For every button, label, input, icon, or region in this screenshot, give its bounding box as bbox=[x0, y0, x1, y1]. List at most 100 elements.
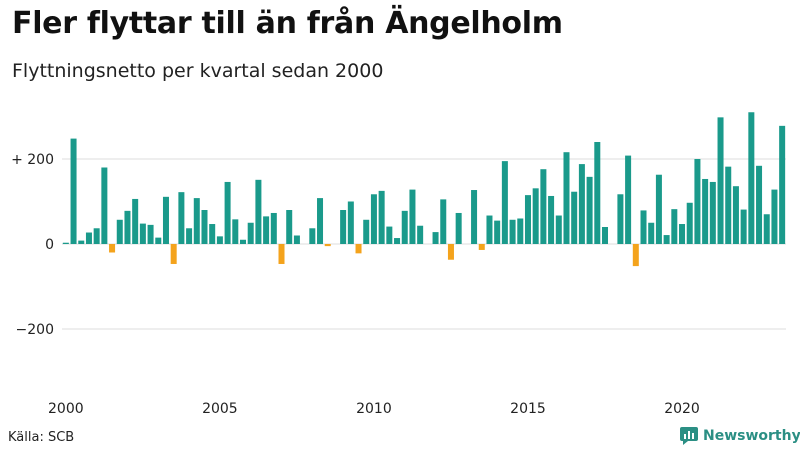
bar bbox=[709, 181, 716, 244]
bar bbox=[85, 232, 92, 244]
source-note: Källa: SCB bbox=[8, 430, 75, 445]
x-axis-tick-labels: 2000 2005 2010 2015 2020 bbox=[48, 401, 700, 417]
bar bbox=[632, 244, 639, 267]
bar bbox=[532, 188, 539, 244]
bar bbox=[401, 210, 408, 244]
bar bbox=[317, 198, 324, 244]
bar bbox=[594, 142, 601, 244]
bar bbox=[586, 176, 593, 244]
x-tick-label: 2015 bbox=[510, 401, 546, 417]
bar bbox=[178, 192, 185, 244]
bar bbox=[655, 174, 662, 244]
bar bbox=[386, 226, 393, 244]
bar bbox=[571, 191, 578, 244]
x-tick-label: 2005 bbox=[202, 401, 238, 417]
bar bbox=[417, 225, 424, 244]
bar bbox=[124, 210, 131, 244]
bar bbox=[640, 210, 647, 244]
bar bbox=[702, 178, 709, 244]
bar bbox=[293, 235, 300, 244]
bar bbox=[663, 235, 670, 244]
bar bbox=[209, 224, 216, 244]
bar bbox=[201, 210, 208, 244]
x-tick-label: 2020 bbox=[664, 401, 700, 417]
bar bbox=[486, 215, 493, 244]
bar bbox=[255, 179, 262, 244]
y-axis-tick-labels: + 200 0 −200 bbox=[11, 152, 54, 338]
bar bbox=[232, 219, 239, 244]
bar bbox=[139, 223, 146, 244]
brand-name: Newsworthy bbox=[703, 428, 800, 444]
bar bbox=[340, 210, 347, 244]
bar bbox=[278, 244, 285, 264]
y-tick-label: + 200 bbox=[11, 152, 54, 168]
bar bbox=[247, 222, 254, 244]
chart-subtitle: Flyttningsnetto per kvartal sedan 2000 bbox=[12, 60, 384, 82]
bar bbox=[494, 220, 501, 244]
bar bbox=[162, 196, 169, 244]
bar bbox=[147, 224, 154, 244]
bar bbox=[270, 212, 277, 244]
bar bbox=[394, 238, 401, 244]
bar bbox=[679, 224, 686, 244]
bar bbox=[748, 112, 755, 244]
bar bbox=[70, 138, 77, 244]
bar bbox=[540, 169, 547, 244]
bar bbox=[625, 155, 632, 244]
chart-title: Fler flyttar till än från Ängelholm bbox=[12, 6, 563, 41]
bar bbox=[109, 244, 116, 253]
y-tick-label: −200 bbox=[16, 322, 54, 338]
bar bbox=[193, 198, 200, 244]
bar bbox=[170, 244, 177, 264]
bar bbox=[186, 228, 193, 244]
bar bbox=[478, 244, 485, 250]
bar bbox=[686, 202, 693, 244]
bar bbox=[763, 214, 770, 244]
x-tick-label: 2010 bbox=[356, 401, 392, 417]
bar bbox=[509, 219, 516, 244]
bar bbox=[132, 198, 139, 244]
bar bbox=[471, 190, 478, 244]
bar bbox=[725, 166, 732, 244]
bar bbox=[116, 219, 123, 244]
x-tick-label: 2000 bbox=[48, 401, 84, 417]
bar bbox=[155, 237, 162, 244]
bar bbox=[756, 165, 763, 244]
bar bbox=[78, 240, 85, 244]
bar bbox=[309, 228, 316, 244]
bar bbox=[617, 194, 624, 244]
bar bbox=[363, 219, 370, 244]
bar bbox=[286, 210, 293, 244]
bar bbox=[370, 194, 377, 244]
bar bbox=[409, 189, 416, 244]
bar bbox=[216, 236, 223, 244]
newsworthy-icon bbox=[680, 427, 698, 445]
bar bbox=[732, 186, 739, 244]
bar bbox=[93, 228, 100, 244]
bar bbox=[771, 189, 778, 244]
bar bbox=[447, 244, 454, 260]
bar bbox=[555, 215, 562, 244]
bar bbox=[239, 239, 247, 244]
bar bbox=[324, 244, 331, 247]
bar bbox=[524, 195, 531, 244]
bar bbox=[740, 209, 747, 244]
bar bbox=[563, 152, 570, 244]
bar bbox=[455, 212, 462, 244]
bar bbox=[432, 232, 439, 244]
bar bbox=[62, 242, 69, 244]
grid-lines bbox=[62, 158, 786, 330]
bar bbox=[578, 164, 585, 244]
bar bbox=[355, 244, 362, 254]
newsworthy-logo[interactable]: Newsworthy bbox=[680, 427, 800, 445]
bar bbox=[517, 218, 524, 244]
bar-chart: + 200 0 −200 2000 2005 2010 2015 2020 bbox=[11, 112, 786, 417]
bar bbox=[671, 209, 678, 244]
bar bbox=[717, 117, 724, 244]
bar bbox=[263, 216, 270, 244]
bar bbox=[501, 161, 508, 244]
bar bbox=[648, 222, 655, 244]
bars bbox=[62, 112, 786, 267]
bar bbox=[548, 195, 555, 244]
bar bbox=[101, 167, 108, 244]
